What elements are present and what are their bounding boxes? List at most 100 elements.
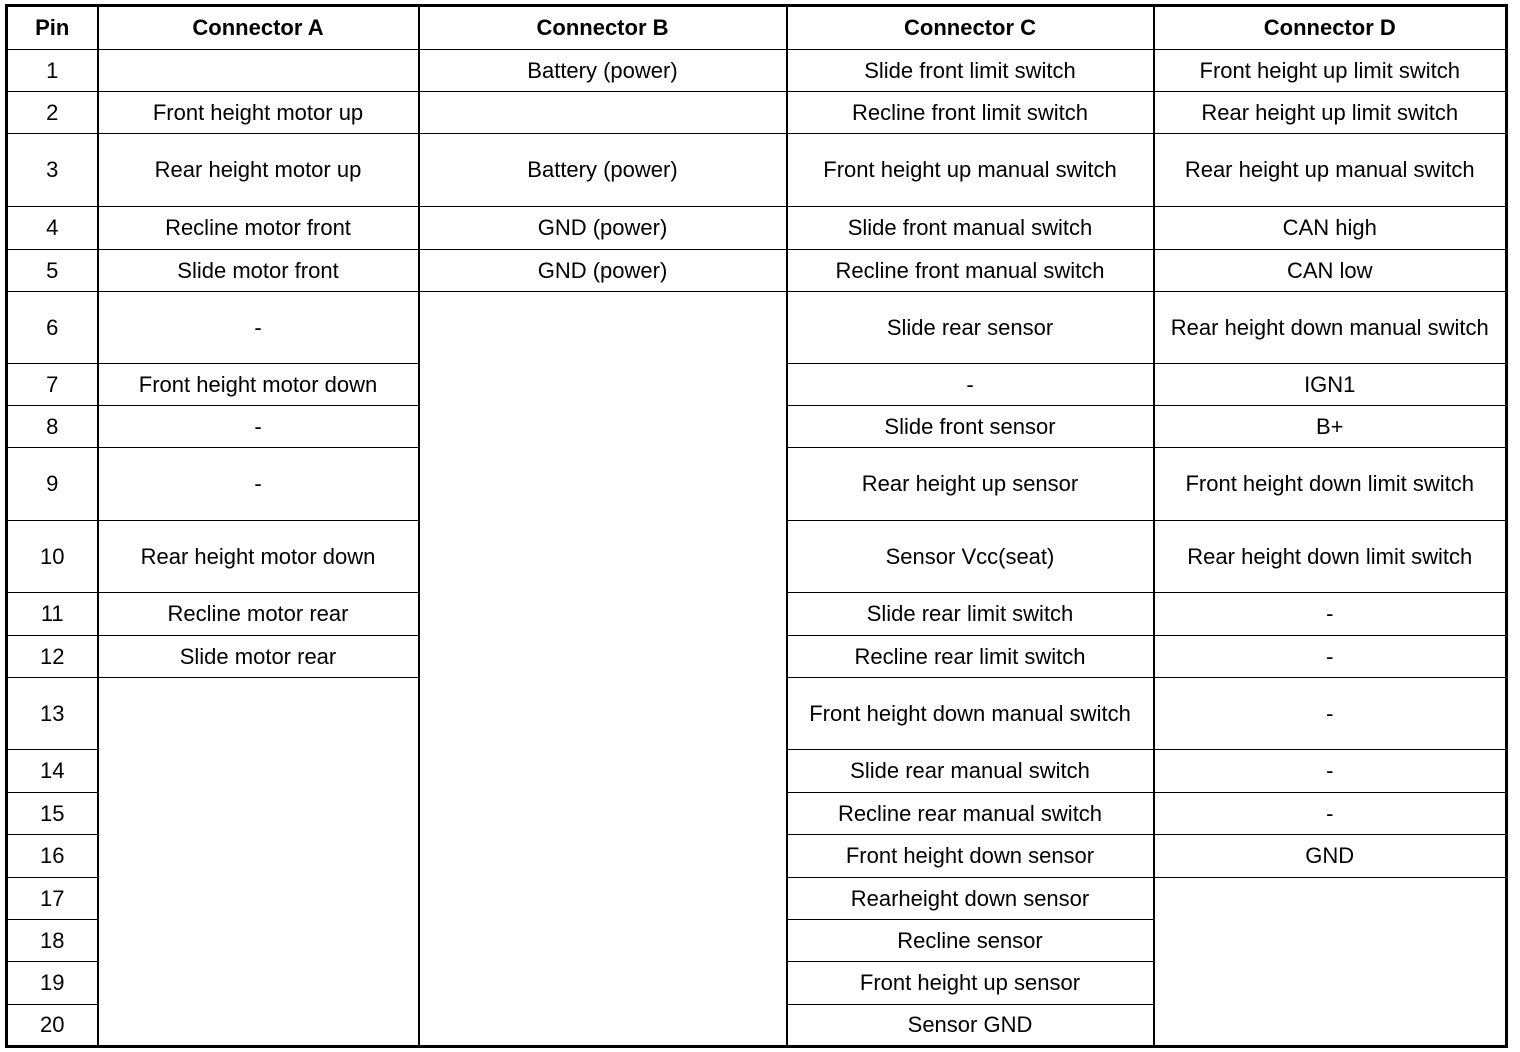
connector-c-cell: Rear height up sensor (785, 447, 1155, 521)
connector-c-cell: Recline rear manual switch (785, 792, 1155, 835)
table-row: 14 Slide rear manual switch - (5, 749, 1508, 793)
connector-b-cell: GND (power) (417, 206, 788, 250)
connector-c-cell: Front height up manual switch (785, 133, 1155, 207)
pin-number-cell: 6 (5, 291, 99, 364)
pin-number-cell: 7 (5, 363, 99, 406)
pin-assignment-table: Pin Connector A Connector B Connector C … (5, 4, 1508, 1048)
table-row: 9- Rear height up sensor Front height down… (5, 447, 1508, 521)
pin-number-cell: 5 (5, 249, 99, 292)
connector-c-cell: Front height down sensor (785, 834, 1155, 878)
connector-a-cell: Recline motor rear (96, 592, 420, 636)
connector-b-cell: Battery (power) (417, 133, 788, 207)
connector-b-cell: Battery (power) (417, 49, 788, 92)
connector-d-cell: IGN1 (1152, 363, 1508, 406)
connector-c-cell: Front height up sensor (785, 961, 1155, 1005)
pin-number-cell: 9 (5, 447, 99, 521)
connector-d-cell: Front height down limit switch (1152, 447, 1508, 521)
connector-c-cell: Front height down manual switch (785, 677, 1155, 750)
connector-c-cell: Slide front limit switch (785, 49, 1155, 92)
header-connector-b: Connector B (417, 5, 788, 50)
pin-number-cell: 11 (5, 592, 99, 636)
table-row: 4 Recline motor front GND (power) Slide fro… (5, 206, 1508, 250)
connector-a-cell: Rear height motor down (96, 520, 420, 593)
connector-c-cell: Slide rear manual switch (785, 749, 1155, 793)
header-row: Pin Connector A Connector B Connector C … (5, 5, 1508, 50)
header-connector-a: Connector A (96, 5, 420, 50)
connector-d-cell: Rear height up manual switch (1152, 133, 1508, 207)
pin-number-cell: 4 (5, 206, 99, 250)
connector-c-cell: Recline front limit switch (785, 91, 1155, 134)
table-row: 5 Slide motor front GND (power) Recline fro… (5, 249, 1508, 292)
connector-a-cell: Slide motor front (96, 249, 420, 292)
table-body: 1 Battery (power) Slide front limit switch… (5, 49, 1508, 1047)
connector-b-cell: GND (power) (417, 249, 788, 292)
table-row: 2 Front height motor up Recline front limi… (5, 91, 1508, 134)
connector-a-cell: Front height motor up (96, 91, 420, 134)
connector-d-cell: - (1152, 749, 1508, 793)
table-row: 20 Sensor GND (5, 1004, 1507, 1047)
connector-d-cell: - (1152, 677, 1508, 750)
table-row: 6- Slide rear sensor Rear height down manu… (5, 291, 1508, 1047)
connector-d-cell: - (1152, 592, 1508, 636)
pin-number-cell: 10 (5, 520, 99, 593)
connector-a-cell: Slide motor rear (96, 635, 420, 678)
connector-c-cell: Recline front manual switch (785, 249, 1155, 292)
pin-number-cell: 14 (5, 749, 99, 793)
pin-number-cell: 1 (5, 49, 99, 92)
connector-a-cell: Rear height motor up (96, 133, 420, 207)
table-row: 8- Slide front sensor B+ (5, 405, 1508, 448)
connector-a-cell: - (96, 447, 420, 521)
connector-b-cell (417, 91, 788, 134)
table-row: 7 Front height motor down - IGN1 (5, 363, 1508, 406)
merged-empty-cell (1152, 877, 1508, 1047)
header-connector-c: Connector C (785, 5, 1155, 50)
connector-d-cell: Rear height down manual switch (1152, 291, 1508, 364)
pin-number-cell: 8 (5, 405, 99, 448)
connector-c-cell: Recline rear limit switch (785, 635, 1155, 678)
table-row: 13 Front height down manual switch - (5, 677, 1508, 1047)
connector-a-cell: - (96, 405, 420, 448)
pin-number-cell: 12 (5, 635, 99, 678)
pin-number-cell: 20 (5, 1004, 99, 1047)
connector-a-cell (96, 49, 420, 92)
connector-c-cell: Sensor Vcc(seat) (785, 520, 1155, 593)
connector-a-cell: - (96, 291, 420, 364)
table-row: 3 Rear height motor up Battery (power) Fron… (5, 133, 1508, 207)
connector-d-cell: B+ (1152, 405, 1508, 448)
connector-d-cell: CAN low (1152, 249, 1508, 292)
table-row: 15 Recline rear manual switch - (5, 792, 1508, 835)
connector-d-cell: - (1152, 635, 1508, 678)
connector-c-cell: - (785, 363, 1155, 406)
table-row: 19 Front height up sensor (5, 961, 1507, 1005)
connector-a-cell: Recline motor front (96, 206, 420, 250)
merged-empty-cell (417, 291, 788, 1047)
connector-c-cell: Slide rear sensor (785, 291, 1155, 364)
connector-c-cell: Slide front sensor (785, 405, 1155, 448)
pin-number-cell: 17 (5, 877, 99, 920)
header-connector-d: Connector D (1152, 5, 1508, 50)
merged-empty-cell (96, 677, 420, 1047)
connector-c-cell: Slide rear limit switch (785, 592, 1155, 636)
connector-d-cell: Rear height down limit switch (1152, 520, 1508, 593)
table-row: 1 Battery (power) Slide front limit switch… (5, 49, 1508, 92)
pin-number-cell: 13 (5, 677, 99, 750)
pin-number-cell: 19 (5, 961, 99, 1005)
table-row: 18 Recline sensor (5, 919, 1507, 962)
header-pin: Pin (5, 5, 99, 50)
pin-number-cell: 2 (5, 91, 99, 134)
table-row: 12 Slide motor rear Recline rear limit swi… (5, 635, 1508, 678)
pin-number-cell: 18 (5, 919, 99, 962)
connector-d-cell: CAN high (1152, 206, 1508, 250)
pin-number-cell: 15 (5, 792, 99, 835)
connector-d-cell: Front height up limit switch (1152, 49, 1508, 92)
table-row: 17 Rearheight down sensor (5, 877, 1508, 1047)
connector-d-cell: GND (1152, 834, 1508, 878)
connector-c-cell: Sensor GND (785, 1004, 1155, 1047)
connector-d-cell: - (1152, 792, 1508, 835)
connector-d-cell: Rear height up limit switch (1152, 91, 1508, 134)
connector-c-cell: Rearheight down sensor (785, 877, 1155, 920)
pin-number-cell: 16 (5, 834, 99, 878)
connector-c-cell: Recline sensor (785, 919, 1155, 962)
connector-c-cell: Slide front manual switch (785, 206, 1155, 250)
pin-number-cell: 3 (5, 133, 99, 207)
